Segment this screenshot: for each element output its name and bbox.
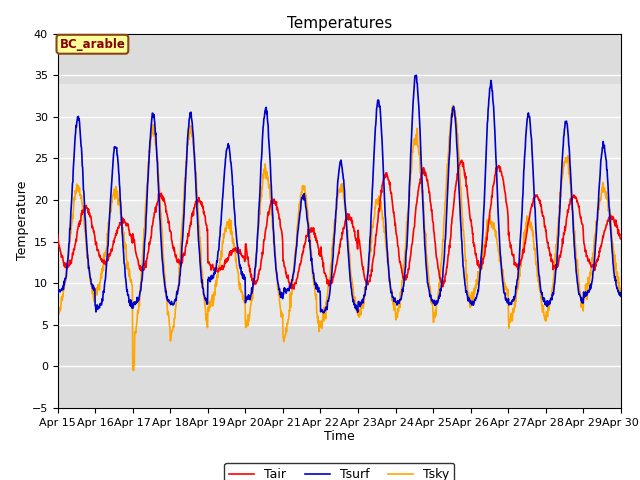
- Line: Tair: Tair: [58, 160, 621, 289]
- Bar: [58, 84, 621, 325]
- X-axis label: Time: Time: [324, 431, 355, 444]
- Tair: [501, 189, 509, 194]
- Tsky: [427, 300, 435, 305]
- Tsurf: [165, 300, 173, 305]
- Tair: [165, 220, 173, 226]
- Tair: [242, 241, 250, 247]
- Tair: [617, 236, 625, 242]
- Tsurf: [412, 72, 420, 78]
- Tsurf: [179, 232, 187, 238]
- Tsurf: [617, 293, 625, 299]
- Tsky: [54, 306, 61, 312]
- Tair: [427, 202, 435, 207]
- Tsurf: [54, 288, 61, 294]
- Tsky: [551, 261, 559, 266]
- Tsky: [449, 103, 457, 108]
- Tsurf: [501, 290, 509, 296]
- Tair: [179, 252, 187, 257]
- Tair: [551, 264, 559, 270]
- Title: Temperatures: Temperatures: [287, 16, 392, 31]
- Tsky: [166, 323, 173, 329]
- Legend: Tair, Tsurf, Tsky: Tair, Tsurf, Tsky: [224, 463, 454, 480]
- Tsky: [501, 287, 509, 293]
- Tsky: [617, 288, 625, 293]
- Tsurf: [551, 281, 559, 287]
- Tsky: [179, 211, 187, 217]
- Y-axis label: Temperature: Temperature: [16, 181, 29, 261]
- Text: BC_arable: BC_arable: [60, 38, 125, 51]
- Tair: [54, 231, 61, 237]
- Tsurf: [242, 297, 250, 302]
- Tsurf: [428, 297, 435, 302]
- Tair: [290, 286, 298, 292]
- Tsurf: [320, 310, 328, 316]
- Tsky: [243, 324, 250, 330]
- Tsky: [130, 368, 138, 373]
- Tair: [458, 157, 466, 163]
- Line: Tsurf: Tsurf: [58, 75, 621, 313]
- Line: Tsky: Tsky: [58, 106, 621, 371]
